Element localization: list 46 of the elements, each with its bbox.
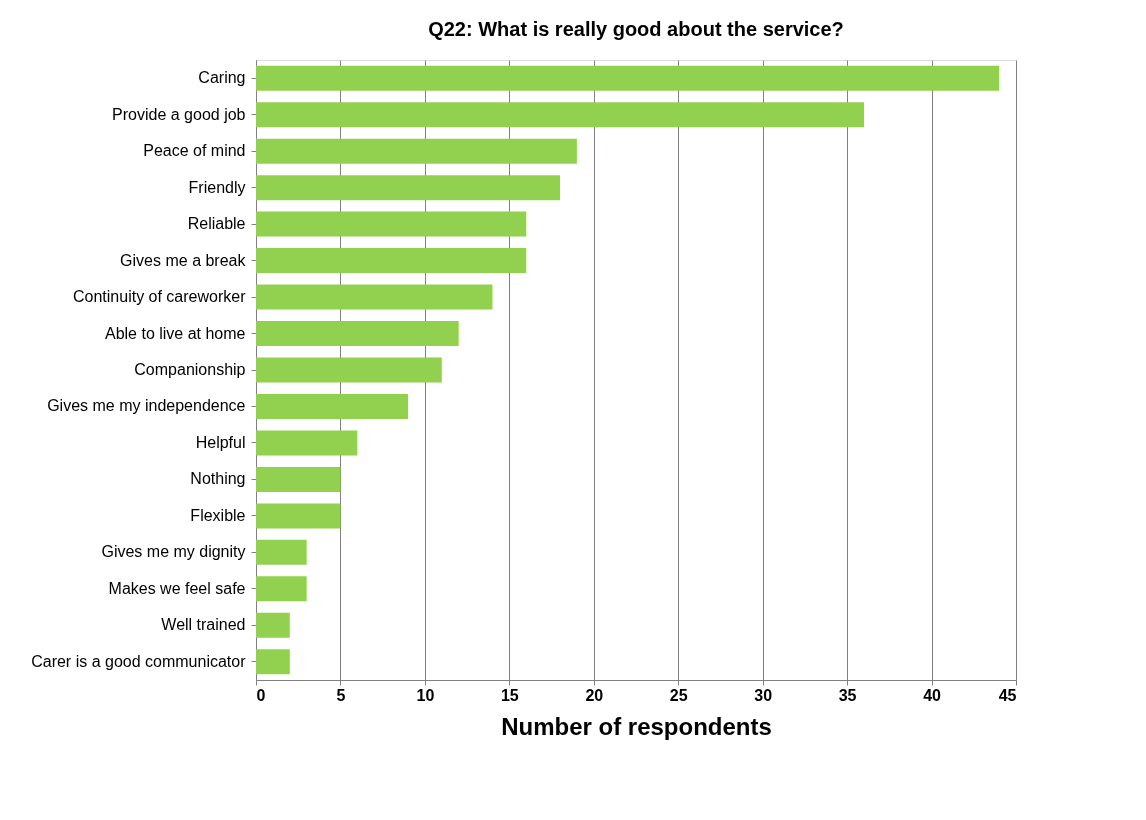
y-tick-label: Companionship (134, 361, 246, 378)
y-tick-label: Flexible (190, 506, 246, 524)
x-tick-label: 40 (923, 686, 942, 704)
y-tick-label: Gives me my dignity (101, 543, 246, 561)
y-tick-label: Provide a good job (112, 105, 246, 123)
x-tick-label: 25 (669, 686, 688, 704)
bar (256, 102, 864, 128)
bar (256, 576, 307, 602)
chart-title: Q22: What is really good about the service? (428, 18, 844, 40)
bar (256, 393, 408, 419)
x-tick-label: 30 (754, 686, 773, 704)
y-tick-label: Gives me a break (120, 251, 247, 269)
bar (256, 321, 459, 347)
bar (256, 430, 358, 456)
bar (256, 357, 442, 383)
y-tick-label: Reliable (187, 215, 246, 233)
y-tick-label: Carer is a good communicator (31, 652, 247, 670)
bar (256, 248, 527, 274)
y-tick-label: Peace of mind (143, 142, 246, 160)
bar (256, 466, 341, 492)
bar (256, 649, 290, 675)
x-tick-label: 5 (336, 686, 346, 704)
y-tick-label: Helpful (195, 433, 246, 451)
bar (256, 284, 493, 310)
y-tick-label: Friendly (188, 178, 246, 196)
bar (256, 138, 577, 164)
bar (256, 503, 341, 529)
bar (256, 539, 307, 565)
y-tick-label: Nothing (190, 470, 246, 488)
y-tick-label: Well trained (161, 616, 246, 634)
y-tick-label: Able to live at home (104, 324, 246, 342)
x-tick-label: 20 (585, 686, 604, 704)
x-tick-label: 15 (500, 686, 519, 704)
x-tick-label: 10 (416, 686, 435, 704)
y-tick-label: Continuity of careworker (72, 288, 247, 306)
bar (256, 211, 527, 237)
y-tick-label: Gives me my independence (47, 397, 246, 415)
bar (256, 65, 1000, 91)
y-tick-label: Caring (198, 69, 246, 87)
bar (256, 175, 560, 201)
x-tick-label: 45 (998, 686, 1017, 704)
x-axis-title: Number of respondents (501, 712, 772, 740)
x-tick-label: 0 (256, 686, 266, 704)
y-tick-label: Makes we feel safe (108, 579, 246, 597)
bar (256, 612, 290, 638)
x-tick-label: 35 (838, 686, 857, 704)
